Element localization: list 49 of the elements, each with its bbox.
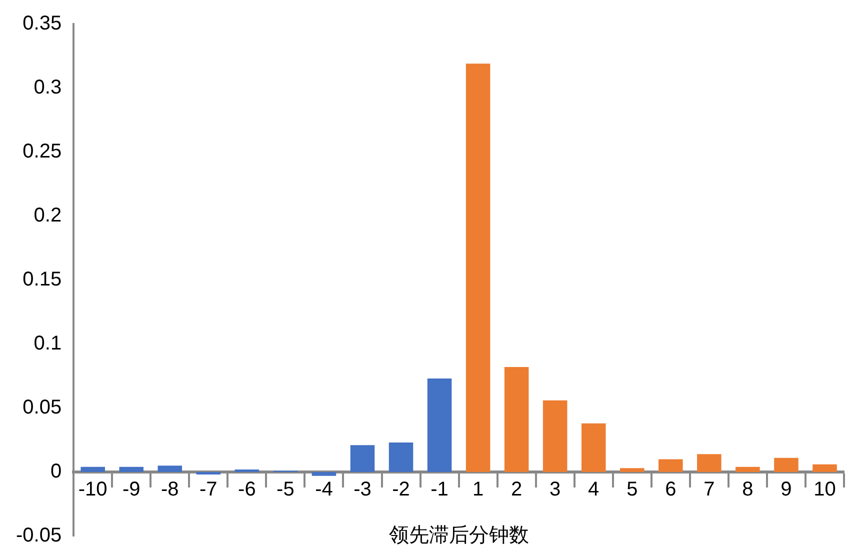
x-tick-label: 4 [588,478,600,501]
bar [542,400,568,472]
x-tick-label: 2 [511,478,522,501]
y-tick-label: -0.05 [16,524,62,547]
y-tick-label: 0.25 [22,140,62,163]
bar [312,472,336,476]
x-tick-label: 5 [626,478,638,501]
bar [196,472,221,475]
bar [658,459,683,472]
x-tick-label: -6 [238,478,256,501]
bar [158,466,182,472]
y-tick-label: 0.05 [22,396,62,419]
x-tick-label: -7 [200,478,218,501]
x-tick-label: 1 [472,478,484,501]
x-tick-label: 9 [780,478,792,501]
x-tick-label: 7 [704,478,715,501]
bar [697,454,722,472]
bar [234,469,260,472]
y-tick-label: 0.35 [22,12,62,35]
y-tick-label: 0.3 [34,76,62,99]
x-tick-label: 6 [665,478,676,501]
bar [388,442,414,472]
x-tick-label: -8 [160,478,179,501]
x-tick-label: 10 [814,478,836,501]
x-tick-label: 3 [550,478,561,501]
x-tick-label: -9 [122,478,140,501]
bar [504,367,529,472]
bar [812,464,837,472]
x-tick-label: -10 [78,478,108,501]
bar [466,64,490,472]
x-tick-label: -5 [276,478,294,501]
bar [581,423,606,472]
bar [119,466,144,472]
y-tick-label: 0.2 [34,204,62,227]
x-axis-title: 领先滞后分钟数 [388,524,529,547]
y-tick-label: 0.1 [34,332,62,355]
bar [620,468,644,472]
y-tick-label: 0.15 [22,268,62,291]
x-tick-label: -3 [354,478,372,501]
x-tick-label: -4 [315,478,333,501]
x-tick-label: -1 [430,478,448,501]
bar [427,378,452,472]
bar [774,458,798,472]
x-tick-label: -2 [392,478,410,501]
bar [350,445,375,472]
x-tick-label: 8 [742,478,754,501]
y-tick-label: 0 [50,460,62,483]
bar [736,466,760,472]
bar [80,466,105,472]
